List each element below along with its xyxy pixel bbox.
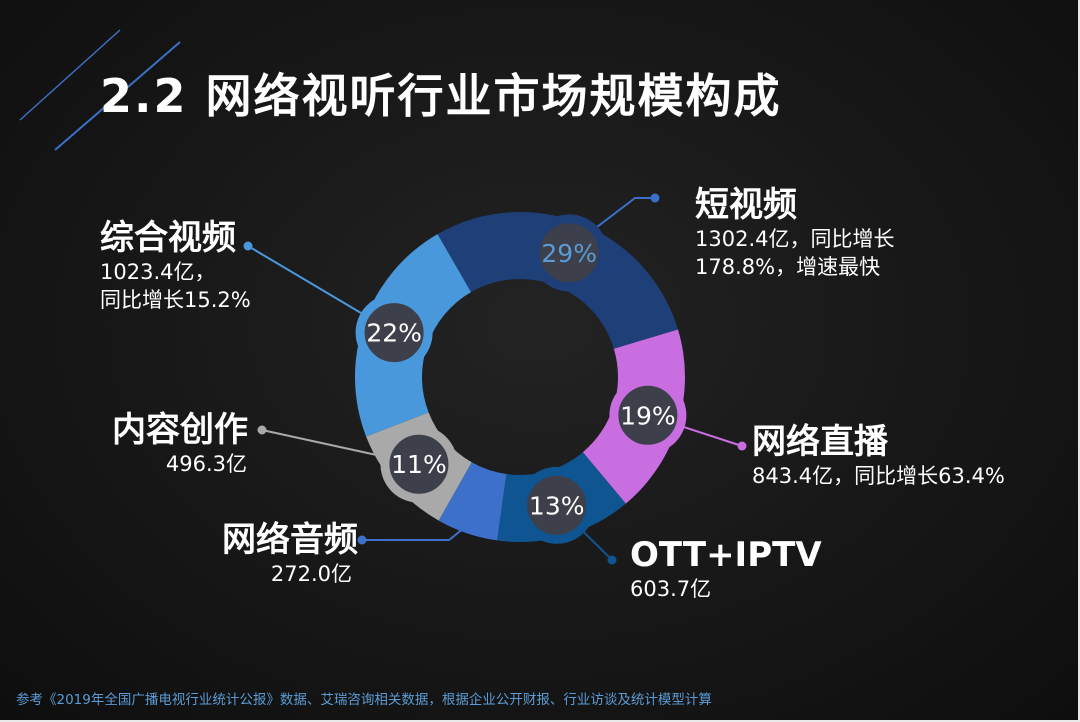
- label-desc: 603.7亿: [630, 577, 712, 601]
- percent-badge-4: [380, 425, 458, 503]
- label-desc: 496.3亿: [165, 452, 247, 476]
- percent-label-2: 13%: [529, 491, 585, 520]
- label-comprehensive: 综合视频 1023.4亿， 同比增长15.2%: [100, 218, 251, 314]
- label-desc: 1302.4亿，同比增长: [695, 227, 895, 251]
- label-desc: 1023.4亿，: [100, 260, 216, 284]
- label-name: 网络音频: [222, 520, 358, 560]
- label-short-video: 短视频 1302.4亿，同比增长 178.8%，增速最快: [695, 185, 894, 281]
- decorative-lines: [19, 29, 181, 151]
- label-desc: 272.0亿: [270, 562, 352, 586]
- connector-dot-1: [737, 441, 747, 451]
- label-name: 综合视频: [100, 218, 236, 258]
- label-audio: 网络音频 272.0亿: [222, 520, 358, 588]
- connector-dot-5: [243, 241, 253, 251]
- label-name: OTT+IPTV: [630, 535, 822, 575]
- percent-label-1: 19%: [620, 401, 676, 430]
- percent-badge-0: [530, 214, 608, 292]
- label-ott-iptv: OTT+IPTV 603.7亿: [630, 535, 822, 603]
- connector-dot-0: [650, 193, 660, 203]
- connector-dot-3: [357, 535, 367, 545]
- page-title: 2.2 网络视听行业市场规模构成: [100, 69, 782, 123]
- percent-label-5: 22%: [366, 319, 422, 348]
- label-live: 网络直播 843.4亿，同比增长63.4%: [752, 422, 1005, 490]
- percent-label-0: 29%: [541, 239, 597, 268]
- label-name: 短视频: [695, 185, 797, 225]
- source-footnote: 参考《2019年全国广播电视行业统计公报》数据、艾瑞咨询相关数据，根据企业公开财…: [16, 692, 712, 708]
- label-name: 内容创作: [112, 410, 248, 450]
- connector-dot-2: [607, 555, 617, 565]
- percent-badge-1: [609, 376, 687, 454]
- connector-line-3: [362, 524, 468, 541]
- label-name: 网络直播: [752, 422, 888, 462]
- connector-dot-4: [257, 425, 267, 435]
- label-desc: 843.4亿，同比增长63.4%: [752, 464, 1005, 488]
- percent-badge-2: [518, 466, 596, 544]
- percent-label-4: 11%: [391, 450, 447, 479]
- percent-badge-5: [355, 294, 433, 372]
- label-desc: 同比增长15.2%: [100, 288, 251, 312]
- connector-line-0: [588, 197, 655, 234]
- label-desc: 178.8%，增速最快: [695, 255, 881, 279]
- slice-3: [438, 462, 507, 541]
- label-content: 内容创作 496.3亿: [112, 410, 248, 478]
